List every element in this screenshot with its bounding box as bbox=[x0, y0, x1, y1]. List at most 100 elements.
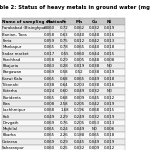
FancyBboxPatch shape bbox=[50, 63, 64, 69]
Text: Feria: Feria bbox=[2, 39, 12, 43]
Text: 0.019: 0.019 bbox=[104, 26, 115, 30]
FancyBboxPatch shape bbox=[94, 50, 110, 57]
Text: 0.040: 0.040 bbox=[74, 33, 85, 37]
FancyBboxPatch shape bbox=[94, 82, 110, 88]
Text: 0.018: 0.018 bbox=[104, 77, 115, 81]
FancyBboxPatch shape bbox=[94, 107, 110, 113]
FancyBboxPatch shape bbox=[94, 44, 110, 50]
Text: 0.188: 0.188 bbox=[74, 134, 85, 137]
Text: Ni: Ni bbox=[107, 20, 112, 24]
FancyBboxPatch shape bbox=[110, 69, 124, 76]
Text: 0.203: 0.203 bbox=[74, 83, 85, 87]
FancyBboxPatch shape bbox=[80, 132, 94, 139]
Text: 0.042: 0.042 bbox=[89, 102, 100, 106]
FancyBboxPatch shape bbox=[64, 63, 80, 69]
FancyBboxPatch shape bbox=[80, 69, 94, 76]
FancyBboxPatch shape bbox=[2, 18, 50, 25]
FancyBboxPatch shape bbox=[94, 32, 110, 38]
FancyBboxPatch shape bbox=[50, 32, 64, 38]
Text: 0.196: 0.196 bbox=[74, 108, 85, 112]
FancyBboxPatch shape bbox=[64, 18, 80, 25]
FancyBboxPatch shape bbox=[110, 94, 124, 101]
FancyBboxPatch shape bbox=[80, 82, 94, 88]
Text: 0.038: 0.038 bbox=[89, 64, 100, 68]
FancyBboxPatch shape bbox=[80, 18, 94, 25]
Text: 0.68: 0.68 bbox=[60, 77, 69, 81]
FancyBboxPatch shape bbox=[50, 69, 64, 76]
FancyBboxPatch shape bbox=[2, 82, 50, 88]
Text: 0.68: 0.68 bbox=[60, 96, 69, 100]
FancyBboxPatch shape bbox=[110, 76, 124, 82]
FancyBboxPatch shape bbox=[80, 25, 94, 32]
Text: 0.032: 0.032 bbox=[74, 146, 85, 150]
Text: 0.053: 0.053 bbox=[89, 121, 100, 125]
Text: ND: ND bbox=[106, 89, 112, 93]
FancyBboxPatch shape bbox=[110, 44, 124, 50]
FancyBboxPatch shape bbox=[50, 44, 64, 50]
Text: 0.065: 0.065 bbox=[44, 134, 55, 137]
Text: 0.038: 0.038 bbox=[89, 83, 100, 87]
Text: 0.048: 0.048 bbox=[89, 33, 100, 37]
Text: Banian, Toos: Banian, Toos bbox=[2, 33, 27, 37]
FancyBboxPatch shape bbox=[64, 82, 80, 88]
Text: 0.068: 0.068 bbox=[44, 108, 55, 112]
FancyBboxPatch shape bbox=[110, 88, 124, 94]
FancyBboxPatch shape bbox=[80, 50, 94, 57]
Text: 0.058: 0.058 bbox=[44, 58, 55, 62]
FancyBboxPatch shape bbox=[80, 32, 94, 38]
FancyBboxPatch shape bbox=[2, 57, 50, 63]
Text: 0.058: 0.058 bbox=[44, 33, 55, 37]
Text: 0.008: 0.008 bbox=[44, 102, 55, 106]
Text: ND: ND bbox=[106, 64, 112, 68]
FancyBboxPatch shape bbox=[64, 113, 80, 120]
FancyBboxPatch shape bbox=[110, 57, 124, 63]
FancyBboxPatch shape bbox=[80, 113, 94, 120]
FancyBboxPatch shape bbox=[2, 132, 50, 139]
FancyBboxPatch shape bbox=[110, 63, 124, 69]
Text: 0.012: 0.012 bbox=[104, 146, 115, 150]
Text: 0.049: 0.049 bbox=[44, 115, 55, 119]
Text: 0.065: 0.065 bbox=[44, 127, 55, 131]
FancyBboxPatch shape bbox=[110, 32, 124, 38]
FancyBboxPatch shape bbox=[64, 69, 80, 76]
FancyBboxPatch shape bbox=[64, 57, 80, 63]
Text: Mankapur: Mankapur bbox=[2, 45, 22, 49]
Text: Mn: Mn bbox=[76, 20, 83, 24]
Text: 0.019: 0.019 bbox=[104, 140, 115, 144]
Text: 0.032: 0.032 bbox=[89, 89, 100, 93]
FancyBboxPatch shape bbox=[50, 50, 64, 57]
Text: 0.019: 0.019 bbox=[104, 115, 115, 119]
FancyBboxPatch shape bbox=[80, 107, 94, 113]
FancyBboxPatch shape bbox=[50, 25, 64, 32]
FancyBboxPatch shape bbox=[50, 126, 64, 132]
FancyBboxPatch shape bbox=[80, 101, 94, 107]
FancyBboxPatch shape bbox=[94, 101, 110, 107]
Text: 0.049: 0.049 bbox=[89, 140, 100, 144]
FancyBboxPatch shape bbox=[110, 25, 124, 32]
Text: 0.012: 0.012 bbox=[74, 39, 85, 43]
FancyBboxPatch shape bbox=[110, 126, 124, 132]
Text: 1.68: 1.68 bbox=[60, 108, 69, 112]
FancyBboxPatch shape bbox=[94, 38, 110, 44]
Text: 0.018: 0.018 bbox=[104, 45, 115, 49]
FancyBboxPatch shape bbox=[50, 101, 64, 107]
Text: 0.040: 0.040 bbox=[89, 45, 100, 49]
FancyBboxPatch shape bbox=[80, 126, 94, 132]
FancyBboxPatch shape bbox=[64, 101, 80, 107]
FancyBboxPatch shape bbox=[110, 82, 124, 88]
Text: 0.065: 0.065 bbox=[74, 45, 85, 49]
Text: 0.52: 0.52 bbox=[75, 70, 84, 74]
Text: 0.019: 0.019 bbox=[104, 70, 115, 74]
FancyBboxPatch shape bbox=[80, 63, 94, 69]
Text: 2.58: 2.58 bbox=[60, 102, 69, 106]
Text: 0.55: 0.55 bbox=[60, 52, 69, 56]
Text: 0.069: 0.069 bbox=[44, 70, 55, 74]
Text: Devgath: Devgath bbox=[2, 121, 19, 125]
FancyBboxPatch shape bbox=[110, 101, 124, 107]
FancyBboxPatch shape bbox=[94, 94, 110, 101]
Text: Kali: Kali bbox=[2, 115, 9, 119]
Text: 0.58: 0.58 bbox=[60, 70, 69, 74]
Text: Gateesa: Gateesa bbox=[2, 140, 18, 144]
Text: 0.069: 0.069 bbox=[44, 140, 55, 144]
Text: Majhilal: Majhilal bbox=[2, 127, 17, 131]
